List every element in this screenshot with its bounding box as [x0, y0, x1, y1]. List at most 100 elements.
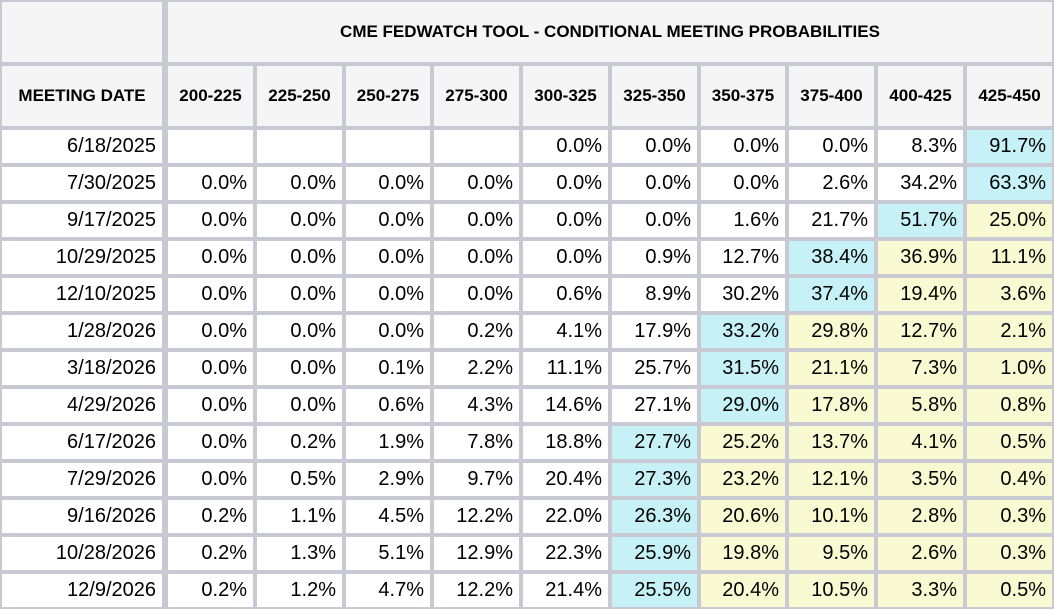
meeting-date-cell: 9/16/2026 — [0, 498, 166, 535]
table-row: 3/18/2026 0.0% 0.0% 0.1% 2.2% 11.1% 25.7% 31.5%… — [0, 350, 1054, 387]
probability-cell: 0.2% — [432, 313, 521, 350]
meeting-date-cell: 7/30/2025 — [0, 165, 166, 202]
column-header: 250-275 — [344, 64, 432, 128]
probability-cell: 2.9% — [344, 461, 432, 498]
probability-cell: 0.0% — [255, 165, 344, 202]
probability-cell: 3.6% — [965, 276, 1054, 313]
probability-cell: 5.1% — [344, 535, 432, 572]
probability-cell: 38.4% — [787, 239, 876, 276]
probability-cell: 0.0% — [610, 128, 699, 165]
probability-cell: 12.9% — [432, 535, 521, 572]
probability-cell: 0.5% — [965, 572, 1054, 609]
probability-cell: 21.1% — [787, 350, 876, 387]
column-header: 200-225 — [166, 64, 255, 128]
probability-cell: 0.0% — [255, 239, 344, 276]
probability-cell: 0.0% — [521, 239, 610, 276]
probability-cell: 3.3% — [876, 572, 965, 609]
probability-cell: 0.0% — [166, 387, 255, 424]
probability-cell: 0.0% — [255, 313, 344, 350]
probability-cell: 21.4% — [521, 572, 610, 609]
probability-cell: 0.5% — [255, 461, 344, 498]
probability-cell: 20.4% — [699, 572, 787, 609]
probability-cell: 0.0% — [166, 276, 255, 313]
probability-cell: 4.7% — [344, 572, 432, 609]
probability-cell: 27.3% — [610, 461, 699, 498]
probability-cell: 0.6% — [344, 387, 432, 424]
probability-cell: 0.0% — [344, 202, 432, 239]
probability-cell: 30.2% — [699, 276, 787, 313]
meeting-date-header: MEETING DATE — [0, 64, 166, 128]
column-header: 325-350 — [610, 64, 699, 128]
probability-cell: 12.7% — [699, 239, 787, 276]
probability-cell: 19.8% — [699, 535, 787, 572]
probability-cell — [432, 128, 521, 165]
probability-cell — [344, 128, 432, 165]
probability-cell: 29.0% — [699, 387, 787, 424]
table-row: 6/18/2025 0.0% 0.0% 0.0% 0.0% 8.3% 91.7% — [0, 128, 1054, 165]
probability-cell: 17.8% — [787, 387, 876, 424]
probability-cell: 0.0% — [166, 424, 255, 461]
column-header: 425-450 — [965, 64, 1054, 128]
probability-cell: 25.7% — [610, 350, 699, 387]
probability-cell: 0.0% — [699, 165, 787, 202]
probability-cell: 1.2% — [255, 572, 344, 609]
table-row: 12/10/2025 0.0% 0.0% 0.0% 0.0% 0.6% 8.9% 30.2% 3… — [0, 276, 1054, 313]
probability-cell: 0.9% — [610, 239, 699, 276]
probability-cell — [166, 128, 255, 165]
probability-cell: 25.5% — [610, 572, 699, 609]
probability-cell: 0.0% — [344, 276, 432, 313]
probability-cell: 0.0% — [166, 313, 255, 350]
probability-cell: 91.7% — [965, 128, 1054, 165]
probability-cell: 27.1% — [610, 387, 699, 424]
probability-cell: 25.9% — [610, 535, 699, 572]
probability-cell: 12.2% — [432, 498, 521, 535]
probability-cell: 26.3% — [610, 498, 699, 535]
probability-cell: 11.1% — [521, 350, 610, 387]
probability-cell: 0.0% — [432, 276, 521, 313]
probability-cell: 0.2% — [166, 498, 255, 535]
meeting-date-cell: 12/9/2026 — [0, 572, 166, 609]
probability-cell: 0.0% — [344, 239, 432, 276]
probability-cell: 0.0% — [255, 276, 344, 313]
probability-cell: 0.0% — [432, 165, 521, 202]
probability-cell: 1.6% — [699, 202, 787, 239]
probability-cell: 0.3% — [965, 498, 1054, 535]
column-header-row: MEETING DATE 200-225 225-250 250-275 275-30… — [0, 64, 1054, 128]
table-row: 10/28/2026 0.2% 1.3% 5.1% 12.9% 22.3% 25.9% 19.… — [0, 535, 1054, 572]
column-header: 350-375 — [699, 64, 787, 128]
column-header: 400-425 — [876, 64, 965, 128]
probability-cell: 20.4% — [521, 461, 610, 498]
probability-cell: 4.3% — [432, 387, 521, 424]
probability-cell: 0.0% — [166, 461, 255, 498]
probability-cell: 0.0% — [166, 202, 255, 239]
probability-cell: 18.8% — [521, 424, 610, 461]
probability-cell: 2.6% — [787, 165, 876, 202]
table-row: 4/29/2026 0.0% 0.0% 0.6% 4.3% 14.6% 27.1% 29.0%… — [0, 387, 1054, 424]
probability-cell: 0.0% — [610, 202, 699, 239]
probability-cell: 2.8% — [876, 498, 965, 535]
table-row: 9/17/2025 0.0% 0.0% 0.0% 0.0% 0.0% 0.0% 1.6% 21.… — [0, 202, 1054, 239]
probability-cell: 9.7% — [432, 461, 521, 498]
probability-cell: 4.5% — [344, 498, 432, 535]
probability-cell: 14.6% — [521, 387, 610, 424]
probability-cell: 8.3% — [876, 128, 965, 165]
probability-cell: 0.4% — [965, 461, 1054, 498]
probability-cell: 0.0% — [610, 165, 699, 202]
probability-cell: 0.2% — [166, 572, 255, 609]
probability-cell: 1.3% — [255, 535, 344, 572]
table-row: 6/17/2026 0.0% 0.2% 1.9% 7.8% 18.8% 27.7% 25.2%… — [0, 424, 1054, 461]
probability-cell: 0.3% — [965, 535, 1054, 572]
meeting-date-cell: 10/29/2025 — [0, 239, 166, 276]
probability-cell: 21.7% — [787, 202, 876, 239]
probability-cell: 7.3% — [876, 350, 965, 387]
probability-cell: 33.2% — [699, 313, 787, 350]
meeting-date-cell: 9/17/2025 — [0, 202, 166, 239]
probability-cell: 9.5% — [787, 535, 876, 572]
probability-cell: 20.6% — [699, 498, 787, 535]
probability-cell: 0.0% — [432, 202, 521, 239]
table-row: 1/28/2026 0.0% 0.0% 0.0% 0.2% 4.1% 17.9% 33.2% 2… — [0, 313, 1054, 350]
probability-cell: 25.2% — [699, 424, 787, 461]
probability-cell: 2.1% — [965, 313, 1054, 350]
meeting-date-cell: 3/18/2026 — [0, 350, 166, 387]
